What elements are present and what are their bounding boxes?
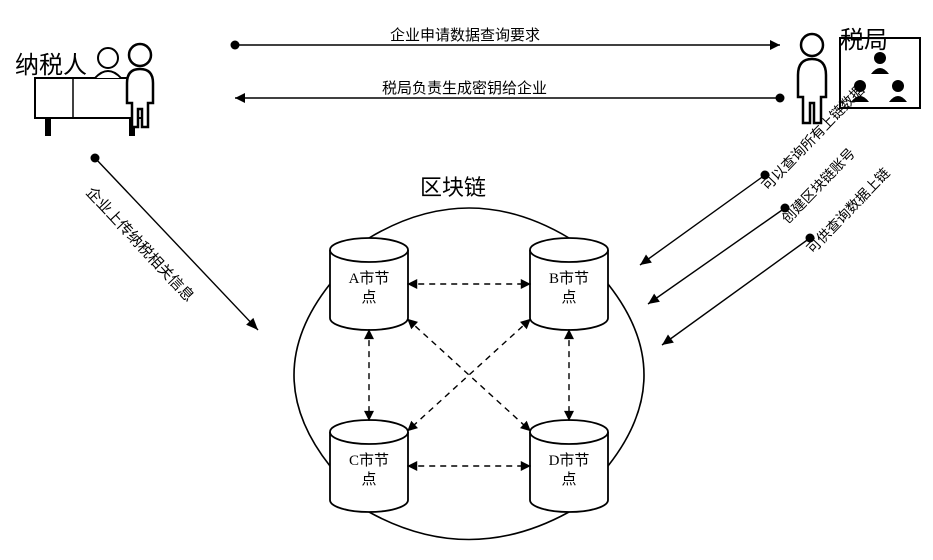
node-B-label: B市节点 (530, 270, 608, 308)
flow-key-label: 税局负责生成密钥给企业 (382, 77, 547, 98)
node-C-label: C市节点 (330, 452, 408, 490)
node-A-label: A市节点 (330, 270, 408, 308)
taxpayer-label: 纳税人 (15, 45, 87, 80)
blockchain-title: 区块链 (420, 170, 486, 202)
bureau-label: 税局 (840, 20, 888, 55)
node-D-label: D市节点 (530, 452, 608, 490)
flow-request-label: 企业申请数据查询要求 (390, 24, 540, 45)
